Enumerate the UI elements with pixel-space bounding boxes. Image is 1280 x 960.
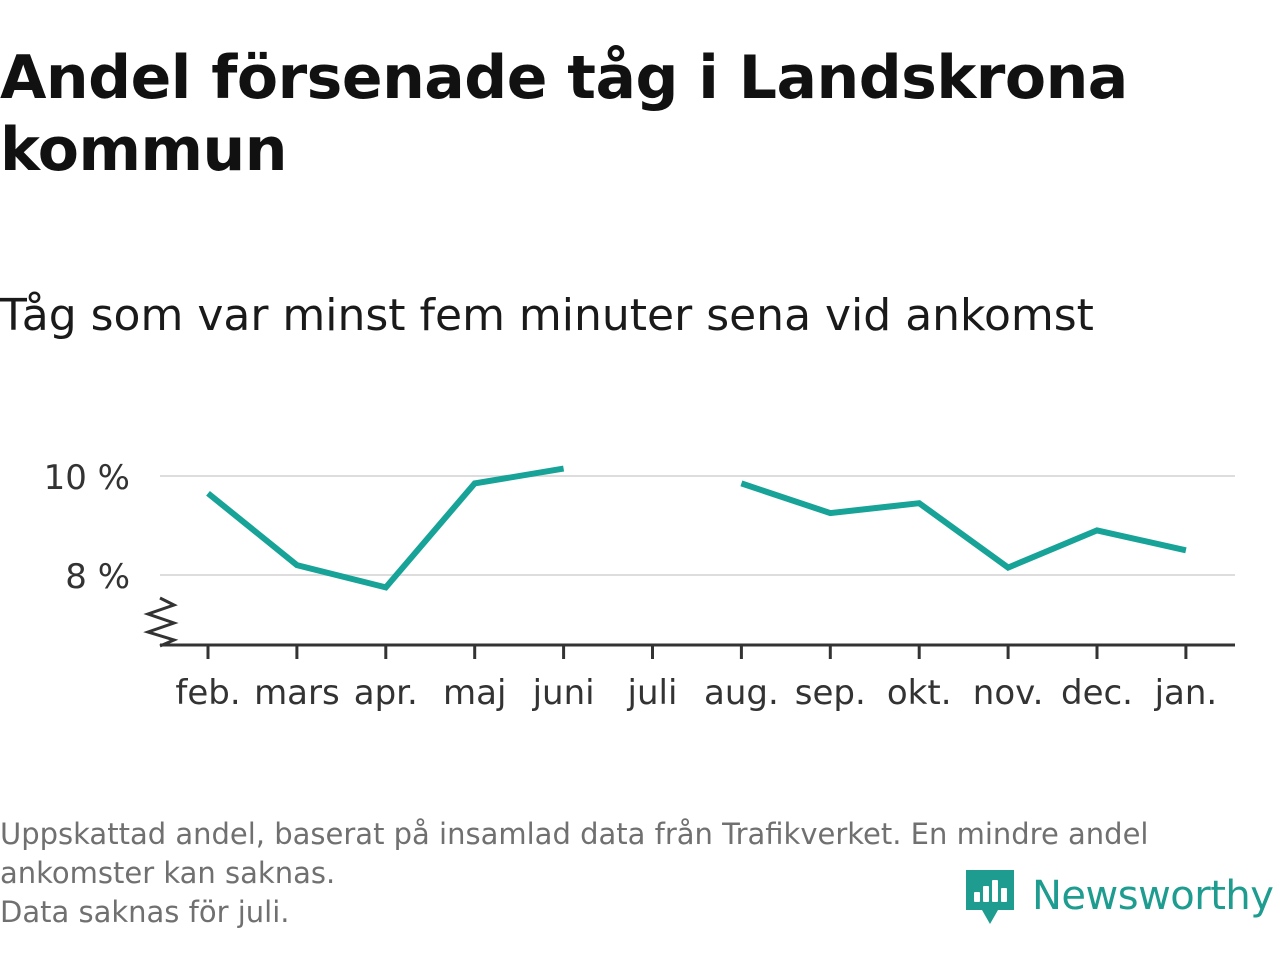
newsworthy-logo-icon [966, 870, 1014, 924]
x-tick-label: maj [443, 673, 506, 713]
y-axis-labels: 8 % 10 % [44, 458, 130, 597]
footnote-line: ankomster kan saknas. [0, 856, 336, 890]
x-tick-label: juli [627, 673, 678, 713]
x-tick-label: sep. [795, 673, 866, 713]
x-tick-label: jan. [1154, 673, 1218, 713]
brand: Newsworthy [964, 866, 1274, 926]
line-chart: 8 % 10 % feb. mars apr. maj juni juli aug. sep. o… [44, 458, 1235, 713]
brand-name: Newsworthy [1032, 873, 1274, 919]
axis-break-icon [143, 596, 179, 648]
gridlines [160, 475, 1235, 576]
chart-subtitle: Tåg som var minst fem minuter sena vid a… [0, 290, 1094, 341]
x-axis [143, 596, 1235, 659]
x-tick-label: aug. [704, 673, 779, 713]
x-tick-label: nov. [973, 673, 1044, 713]
x-tick-label: dec. [1061, 673, 1133, 713]
x-tick-label: mars [254, 673, 340, 713]
footnote: Uppskattad andel, baserat på insamlad da… [0, 815, 1270, 932]
x-tick-label: feb. [175, 673, 240, 713]
data-series [206, 465, 1187, 591]
y-tick-label: 10 % [44, 458, 130, 498]
x-tick-label: apr. [354, 673, 418, 713]
x-axis-labels: feb. mars apr. maj juni juli aug. sep. okt. nov. d… [175, 673, 1217, 713]
footnote-line: Data saknas för juli. [0, 895, 290, 929]
footnote-line: Uppskattad andel, baserat på insamlad da… [0, 817, 1149, 851]
series-line [206, 465, 565, 591]
series-line [740, 480, 1187, 572]
x-tick-label: juni [532, 673, 595, 713]
y-tick-label: 8 % [65, 557, 130, 597]
chart-title: Andel försenade tåg i Landskrona kommun [0, 43, 1128, 185]
x-tick-label: okt. [887, 673, 952, 713]
